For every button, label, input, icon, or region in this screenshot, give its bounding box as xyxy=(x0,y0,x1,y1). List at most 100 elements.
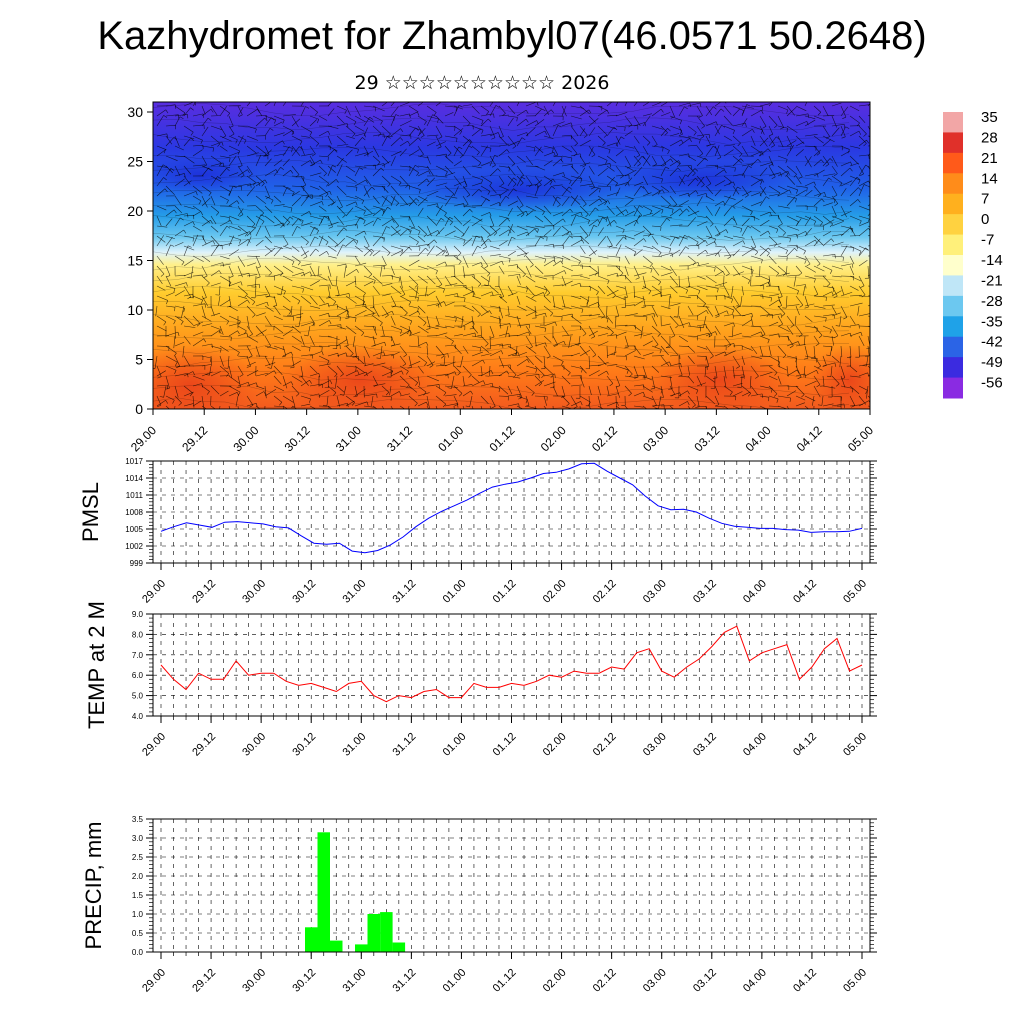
wind-barb-flag xyxy=(459,393,463,397)
wind-barb-flag xyxy=(707,183,712,186)
wind-barb xyxy=(732,365,735,379)
wind-barb xyxy=(651,125,664,130)
wind-barb xyxy=(435,175,448,178)
wind-barb xyxy=(390,128,401,137)
wind-barb xyxy=(732,271,744,277)
wind-barb-flag xyxy=(226,373,230,377)
wind-barb xyxy=(849,331,862,337)
wind-barb xyxy=(543,305,554,314)
wind-barb xyxy=(651,189,663,197)
wind-barb xyxy=(543,135,554,139)
wind-barb-flag xyxy=(270,199,274,204)
wind-barb xyxy=(570,239,583,247)
wind-barb xyxy=(390,137,401,147)
wind-barb xyxy=(372,217,378,227)
wind-barb xyxy=(516,176,522,187)
wind-barb xyxy=(507,115,518,118)
wind-barb-flag xyxy=(254,98,257,101)
wind-barb-flag xyxy=(227,113,231,117)
wind-barb-flag xyxy=(248,273,251,278)
wind-barb-flag xyxy=(592,354,597,358)
wind-barb xyxy=(768,365,778,373)
wind-barb xyxy=(327,108,335,117)
wind-barb-flag xyxy=(483,380,486,385)
wind-barb xyxy=(156,265,165,275)
wind-barb xyxy=(642,225,652,235)
wind-barb xyxy=(705,375,716,383)
wind-barb xyxy=(561,208,571,217)
wind-barb xyxy=(362,295,365,308)
wind-barb xyxy=(579,375,585,388)
wind-barb xyxy=(678,375,689,378)
wind-barb xyxy=(372,375,378,385)
wind-barb xyxy=(363,115,375,123)
wind-barb xyxy=(534,380,545,387)
wind-barb xyxy=(264,345,278,350)
wind-barb-flag xyxy=(246,332,249,337)
wind-barb-flag xyxy=(814,294,818,297)
wind-barb-flag xyxy=(476,151,480,156)
wind-barb xyxy=(390,405,393,409)
wind-barb-flag xyxy=(626,369,629,374)
wind-barb xyxy=(813,198,822,207)
wind-barb-flag xyxy=(392,219,395,223)
wind-barb-flag xyxy=(222,262,225,267)
wind-barb-flag xyxy=(602,217,607,220)
wind-barb-flag xyxy=(587,220,590,225)
wind-barb xyxy=(354,230,365,237)
wind-barb-flag xyxy=(456,365,461,368)
wind-barb xyxy=(669,133,680,137)
wind-barb xyxy=(498,405,503,409)
wind-barb-flag xyxy=(327,130,331,135)
wind-barb xyxy=(498,255,511,259)
wind-barb xyxy=(642,275,647,288)
wind-barb-flag xyxy=(280,224,284,228)
wind-barb-flag xyxy=(395,202,399,207)
wind-barb-flag xyxy=(673,316,678,318)
wind-barb xyxy=(552,159,561,167)
wind-barb xyxy=(597,163,611,167)
wind-barb xyxy=(840,305,848,318)
wind-barb xyxy=(255,195,267,205)
y-tick-label: 1005 xyxy=(125,525,143,534)
wind-barb xyxy=(408,305,419,309)
wind-barb xyxy=(453,385,463,394)
wind-barb xyxy=(489,365,491,377)
wind-barb xyxy=(849,385,860,394)
wind-barb xyxy=(156,225,168,228)
wind-barb-flag xyxy=(322,405,327,407)
y-tick-label: 1002 xyxy=(125,542,143,551)
wind-barb xyxy=(237,205,244,215)
precip-bar xyxy=(330,940,343,952)
wind-barb-flag xyxy=(295,393,300,397)
wind-barb xyxy=(165,265,171,276)
wind-barb xyxy=(163,385,167,398)
wind-barb xyxy=(201,197,211,207)
wind-barb xyxy=(480,145,492,149)
wind-barb xyxy=(435,332,448,337)
wind-barb xyxy=(714,245,725,248)
wind-barb xyxy=(570,211,582,217)
wind-barb-flag xyxy=(247,299,250,304)
color-bar-label: -7 xyxy=(981,232,994,249)
wind-barb-flag xyxy=(782,232,786,236)
wind-barb xyxy=(777,215,783,225)
wind-barb-flag xyxy=(740,228,743,233)
wind-barb xyxy=(750,109,762,117)
wind-barb xyxy=(660,335,670,346)
wind-barb xyxy=(651,325,661,334)
wind-barb xyxy=(597,285,606,295)
wind-barb xyxy=(498,323,510,327)
wind-barb xyxy=(318,235,329,243)
wind-barb xyxy=(444,185,455,195)
wind-barb xyxy=(534,335,537,347)
wind-barb xyxy=(543,145,554,149)
wind-barb xyxy=(201,275,210,284)
wind-barb xyxy=(417,165,429,169)
wind-barb-flag xyxy=(843,403,845,408)
wind-barb xyxy=(858,139,867,147)
wind-barb xyxy=(570,264,583,267)
wind-barb xyxy=(615,295,626,301)
wind-barb xyxy=(660,245,671,249)
wind-barb-flag xyxy=(824,192,826,197)
